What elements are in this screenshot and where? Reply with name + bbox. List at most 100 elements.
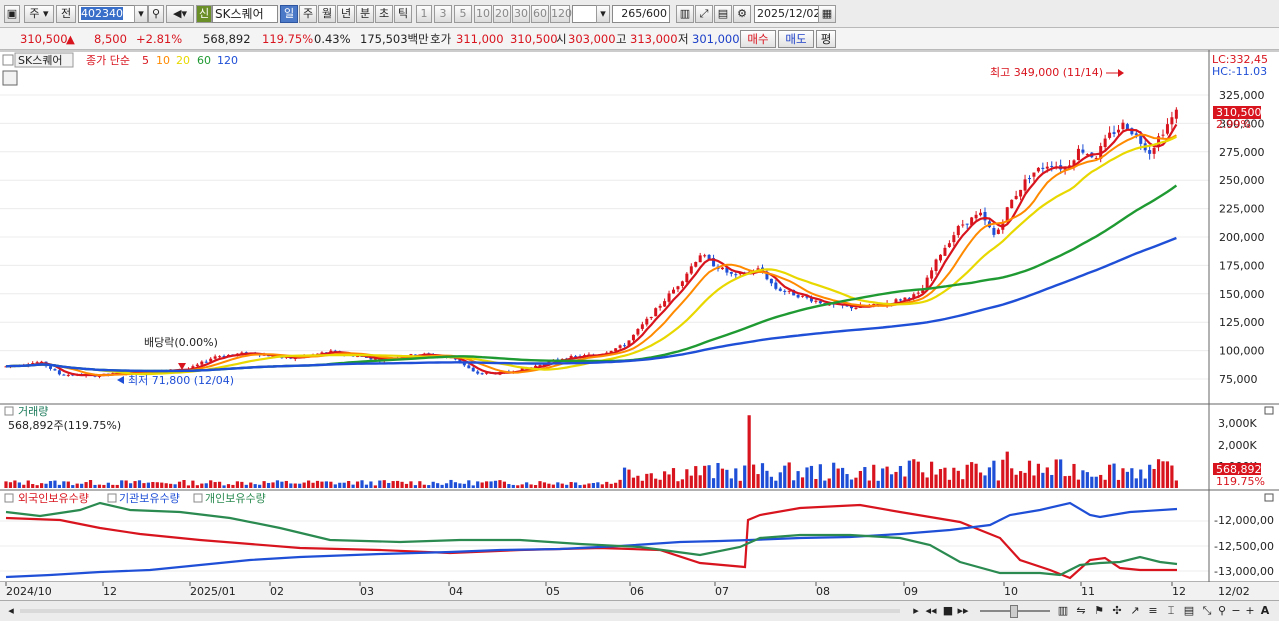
minute-1-button[interactable]: 1 (416, 5, 432, 23)
x-axis-label: 02 (270, 585, 284, 598)
date-input[interactable]: 2025/12/02 (754, 5, 820, 23)
minute-3-button[interactable]: 3 (434, 5, 452, 23)
search-zoom-icon[interactable]: ⚲ (1217, 604, 1227, 617)
bid-label: 호가 (430, 32, 452, 46)
pane-menu-icon[interactable] (2, 54, 14, 66)
candle-body (720, 267, 724, 270)
stop-icon[interactable]: ■ (942, 604, 954, 617)
period-tick-button[interactable]: 틱 (394, 5, 412, 23)
volume-bar (307, 480, 311, 488)
window-menu-icon[interactable]: ▣ (4, 5, 20, 23)
new-badge[interactable]: 신 (196, 5, 212, 23)
calculator-icon[interactable] (2, 70, 18, 86)
volume-bar (765, 470, 769, 488)
play-forward-icon[interactable]: ▸ (913, 604, 919, 617)
candle-body (961, 224, 965, 226)
save-icon[interactable]: ▤ (714, 5, 732, 23)
candle-body (538, 365, 542, 367)
period-week-button[interactable]: 주 (299, 5, 317, 23)
minute-20-button[interactable]: 20 (493, 5, 511, 23)
candle-body (672, 289, 675, 294)
stock-name-field[interactable]: SK스퀘어 (212, 5, 278, 23)
code-dropdown-icon[interactable]: ▾ (134, 5, 148, 23)
rewind-icon[interactable]: ◂◂ (925, 604, 937, 617)
volume-bar (511, 484, 515, 488)
period-type-select[interactable]: 주 ▾ (24, 5, 54, 23)
text-tool-icon[interactable]: ⌶ (1167, 604, 1175, 617)
volume-bar (400, 481, 404, 488)
minute-120-button[interactable]: 120 (550, 5, 572, 23)
minute-30-button[interactable]: 30 (512, 5, 530, 23)
candle-body (280, 357, 284, 359)
stock-code-input[interactable]: 402340 (78, 5, 136, 23)
candle-body (809, 298, 813, 302)
interval-dropdown-icon[interactable]: ▾ (596, 5, 610, 23)
volume-bar (44, 483, 48, 488)
zoom-fit-icon[interactable]: ⤡ (1202, 604, 1212, 617)
candle-body (471, 367, 475, 372)
volume-bar (195, 485, 199, 488)
volume-bar (31, 484, 35, 488)
volume-bar (983, 475, 987, 488)
candle-body (458, 359, 462, 363)
chart-type-icon[interactable]: ▥ (1057, 604, 1069, 617)
candle-body (240, 352, 244, 354)
average-button[interactable]: 평 (816, 30, 836, 48)
volume-bar (66, 481, 70, 488)
volume-bar (289, 483, 293, 488)
calendar-icon[interactable]: ▦ (818, 5, 836, 23)
period-second-button[interactable]: 초 (375, 5, 393, 23)
volume-bar (947, 479, 951, 488)
period-minute-button[interactable]: 분 (356, 5, 374, 23)
search-icon[interactable]: ⚲ (148, 5, 164, 23)
volume-bar (57, 484, 61, 488)
horizontal-scrollbar[interactable] (20, 609, 900, 613)
period-month-button[interactable]: 월 (318, 5, 336, 23)
zoom-slider-handle[interactable] (1010, 605, 1018, 618)
buy-button[interactable]: 매수 (740, 30, 776, 48)
volume-pane-menu-icon[interactable] (4, 406, 14, 416)
crosshair-icon[interactable]: ✣ (1112, 604, 1122, 617)
zoom-out-icon[interactable]: − (1231, 604, 1241, 617)
draw-tool-icon[interactable]: ⤢ (695, 5, 713, 23)
candle-body (680, 281, 684, 286)
candle-body (1005, 207, 1009, 222)
trend-line-icon[interactable]: ↗ (1130, 604, 1140, 617)
candle-body (1117, 129, 1120, 133)
bars-icon[interactable]: ▤ (1183, 604, 1195, 617)
volume-bar (1139, 469, 1143, 488)
candle-body (49, 366, 52, 369)
volume-bar (364, 484, 369, 488)
sell-button[interactable]: 매도 (778, 30, 814, 48)
candle-body (356, 356, 360, 358)
price-chart[interactable]: SK스퀘어 종가 단순 5 10 20 60 120 LC:332,45 HC:… (0, 50, 1279, 600)
holding-pane-menu-icon[interactable] (4, 493, 14, 503)
volume-bar (382, 480, 386, 488)
font-size-icon[interactable]: A (1260, 604, 1270, 617)
candle-type-icon[interactable]: ▥ (676, 5, 694, 23)
compare-icon[interactable]: ⇋ (1076, 604, 1086, 617)
period-year-button[interactable]: 년 (337, 5, 355, 23)
minute-10-button[interactable]: 10 (474, 5, 492, 23)
volume-bar (1027, 460, 1032, 488)
fast-forward-icon[interactable]: ▸▸ (957, 604, 969, 617)
fibonacci-icon[interactable]: ≡ (1148, 604, 1158, 617)
prev-button[interactable]: 전 (56, 5, 76, 23)
volume-pane-close-icon[interactable] (1264, 406, 1274, 415)
zoom-in-icon[interactable]: + (1245, 604, 1255, 617)
settings-gear-icon[interactable]: ⚙ (733, 5, 751, 23)
x-axis-label: 03 (360, 585, 374, 598)
minute-60-button[interactable]: 60 (531, 5, 549, 23)
turnover-rate: 0.43% (314, 32, 351, 46)
candle-body (974, 214, 978, 219)
period-day-button[interactable]: 일 (280, 5, 298, 23)
flag-icon[interactable]: ⚑ (1094, 604, 1104, 617)
low-arrow-icon (117, 376, 124, 384)
bar-count-input[interactable]: 265/600 (612, 5, 670, 23)
candle-body (979, 212, 983, 216)
sound-icon[interactable]: ◀▾ (166, 5, 194, 23)
volume-bar (845, 474, 849, 488)
minute-5-button[interactable]: 5 (454, 5, 472, 23)
holding-pane-close-icon[interactable] (1264, 493, 1274, 502)
scroll-left-icon[interactable]: ◂ (8, 604, 14, 617)
